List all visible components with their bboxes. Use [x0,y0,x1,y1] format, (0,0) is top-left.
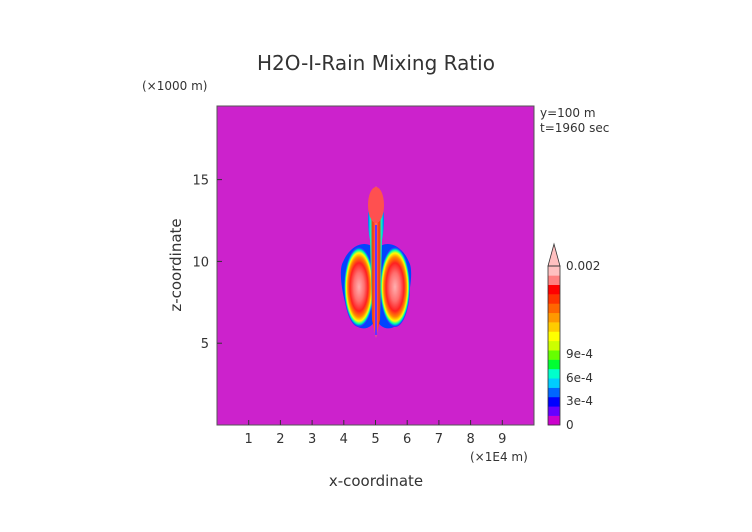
x-axis-label: x-coordinate [329,472,423,490]
y-tick-label: 10 [192,255,209,270]
colorbar: 0 3e-4 6e-4 9e-4 0.002 [547,242,600,432]
colorbar-arrow [547,242,561,267]
colorbar-frame [547,265,561,426]
colorbar-label: 6e-4 [566,371,593,385]
colorbar-swatch [548,359,560,370]
colorbar-swatch [548,387,560,398]
colorbar-swatch [548,406,560,416]
y-axis: 5 10 15 [192,174,222,352]
left-cell [344,247,374,327]
colorbar-swatch [548,331,560,342]
colorbar-label: 9e-4 [566,347,593,361]
y-tick-label: 5 [201,337,209,352]
x-tick-label: 7 [435,432,443,447]
colorbar-swatch [548,294,560,304]
plot-area [216,105,535,426]
colorbar-swatch [548,378,560,388]
y-axis-label: z-coordinate [167,218,185,311]
x-tick-label: 8 [466,432,474,447]
colorbar-swatch [548,396,560,407]
y-scale-note: (×1000 m) [142,79,207,93]
colorbar-label: 0.002 [566,259,600,273]
x-tick-label: 5 [371,432,379,447]
colorbar-label: 3e-4 [566,394,593,408]
colorbar-swatch [548,312,560,323]
x-tick-label: 2 [276,432,284,447]
annotation-y: y=100 m [540,106,596,120]
chart-title: H2O-I-Rain Mixing Ratio [257,51,495,75]
x-tick-label: 3 [308,432,316,447]
x-axis: 1 2 3 4 5 6 7 8 9 [245,420,506,447]
y-tick-label: 15 [192,174,209,189]
colorbar-label: 0 [566,418,574,432]
x-tick-label: 9 [498,432,506,447]
colorbar-swatch [548,303,560,314]
colorbar-swatch [548,368,560,379]
right-cell [380,247,410,327]
colorbar-swatch [548,275,560,286]
x-scale-note: (×1E4 m) [470,450,528,464]
colorbar-swatch [548,284,560,295]
annotation-time: t=1960 sec [540,121,609,135]
x-tick-label: 1 [245,432,253,447]
colorbar-swatch [548,322,560,332]
x-tick-label: 4 [340,432,348,447]
colorbar-swatch [548,266,560,276]
colorbar-swatch [548,350,560,360]
colorbar-swatch [548,415,560,426]
x-tick-label: 6 [403,432,411,447]
column-top [368,187,384,223]
colorbar-swatch [548,340,560,351]
